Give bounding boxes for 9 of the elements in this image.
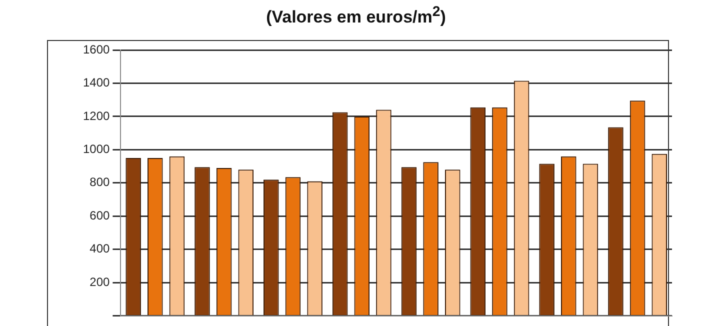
- y-tick-label: 600: [90, 208, 110, 222]
- y-tick-label: 1000: [82, 142, 110, 156]
- y-tick-label: 200: [90, 274, 110, 289]
- chart-title: (Valores em euros/m$^{2}$): [265, 4, 447, 28]
- y-tick-label: 1200: [82, 108, 110, 123]
- y-tick-label: 1400: [82, 76, 110, 90]
- y-tick-label: 400: [90, 242, 110, 256]
- y-tick-label: 1600: [82, 42, 110, 56]
- y-tick-label: 800: [90, 175, 110, 190]
